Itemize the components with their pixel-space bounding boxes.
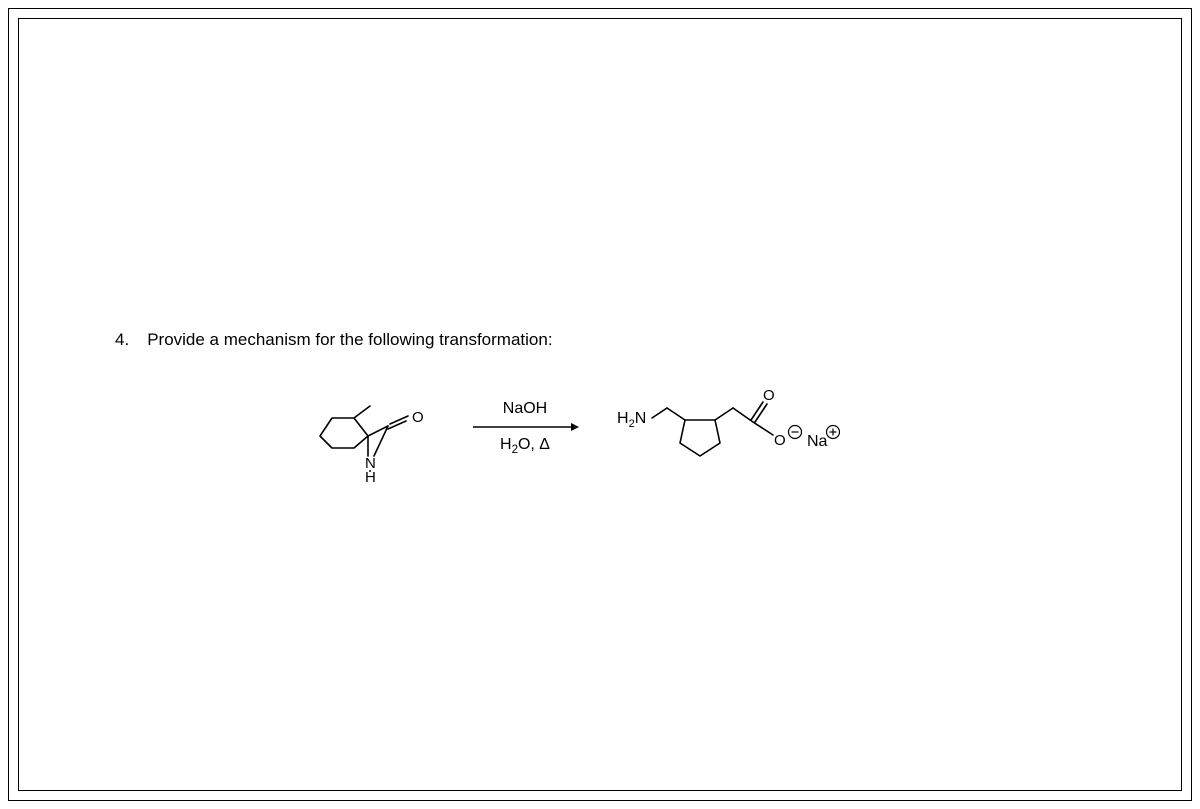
product-h2n-n: N — [635, 410, 647, 427]
reagent-bottom: H2O, Δ — [465, 436, 585, 456]
reaction-scheme: O N H NaOH H2O, Δ H2N — [115, 388, 1120, 498]
question-line: 4. Provide a mechanism for the following… — [115, 330, 1120, 350]
starting-material-structure: O N H — [310, 388, 440, 483]
product-carbonyl-O: O — [763, 388, 775, 404]
product-carboxylate-O: O — [774, 432, 786, 449]
question-content: 4. Provide a mechanism for the following… — [115, 330, 1120, 498]
question-text: Provide a mechanism for the following tr… — [147, 330, 552, 350]
reagent-h: H — [500, 436, 512, 453]
product-h2n-h: H — [617, 410, 629, 427]
reagent-o-delta: O, Δ — [518, 436, 550, 453]
starting-material: O N H — [310, 388, 440, 488]
product-Na: Na — [807, 433, 828, 450]
question-number: 4. — [115, 330, 129, 350]
svg-text:H2N: H2N — [617, 410, 646, 430]
reaction-arrow-icon — [471, 420, 579, 434]
reaction-arrow-block: NaOH H2O, Δ — [465, 400, 585, 456]
reagent-top: NaOH — [465, 400, 585, 418]
product-structure: H2N — [615, 388, 885, 473]
oxygen-atom-label: O — [412, 409, 424, 426]
product-structure-block: H2N — [615, 388, 885, 478]
